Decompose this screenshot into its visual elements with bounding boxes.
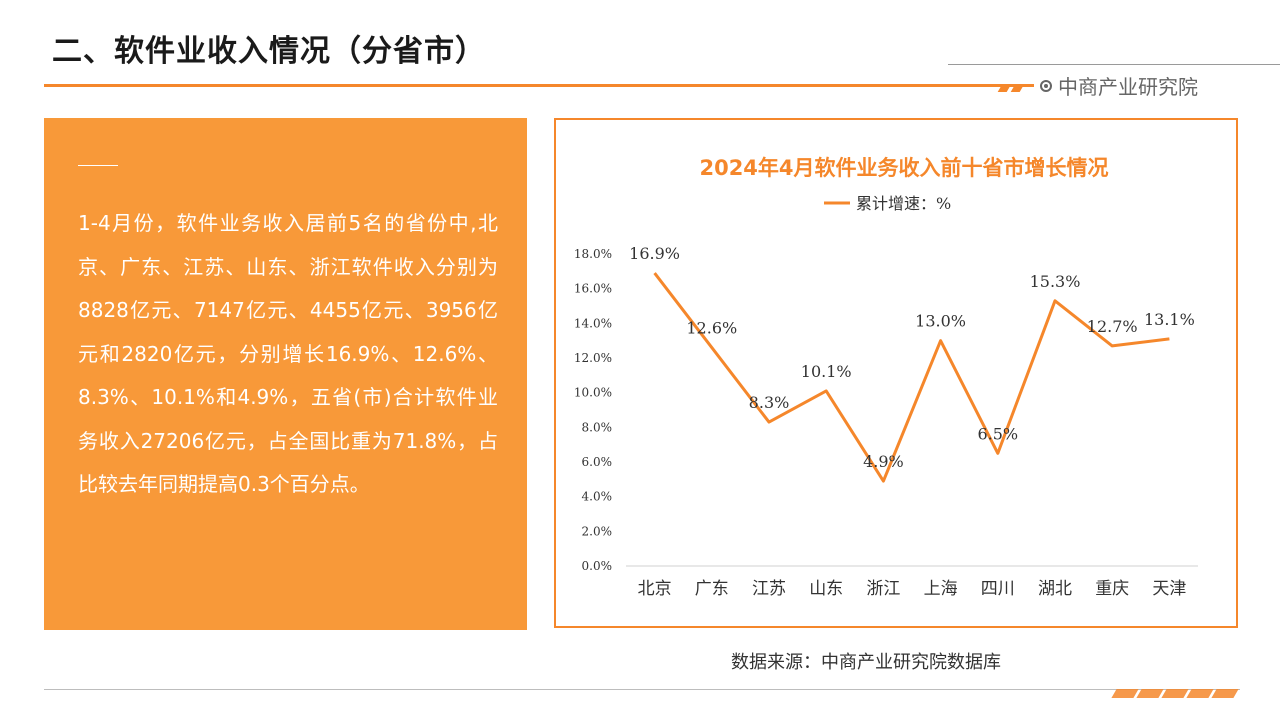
y-tick-label: 14.0% — [574, 316, 612, 330]
y-tick-label: 8.0% — [582, 420, 613, 434]
brand-name: 中商产业研究院 — [1058, 75, 1198, 99]
chart-title: 2024年4月软件业务收入前十省市增长情况 — [699, 156, 1108, 180]
x-tick-label: 浙江 — [866, 579, 900, 599]
summary-text: 1-4月份，软件业务收入居前5名的省份中,北京、广东、江苏、山东、浙江软件收入分… — [78, 211, 498, 496]
x-tick-label: 北京 — [638, 579, 672, 599]
y-tick-label: 12.0% — [574, 351, 612, 365]
data-label: 16.9% — [629, 244, 680, 263]
page-title: 二、软件业收入情况（分省市） — [52, 34, 486, 69]
series-line — [653, 272, 1170, 483]
x-tick-label: 江苏 — [752, 579, 786, 599]
x-tick-label: 广东 — [695, 579, 729, 599]
data-labels: 16.9% 12.6% 8.3% 10.1% 4.9% 13.0% 6.5% 15.3% 12.… — [629, 244, 1195, 471]
target-icon — [1040, 79, 1052, 92]
header-stripes — [997, 77, 1026, 96]
x-tick-label: 天津 — [1152, 579, 1186, 599]
y-tick-label: 16.0% — [574, 282, 612, 296]
x-tick-label: 重庆 — [1095, 579, 1129, 599]
brand-logo: 中商产业研究院 — [1040, 71, 1198, 100]
data-label: 13.0% — [915, 312, 966, 331]
title-underline — [44, 84, 1034, 87]
summary-panel: 1-4月份，软件业务收入居前5名的省份中,北京、广东、江苏、山东、浙江软件收入分… — [44, 118, 527, 630]
series-line-group — [653, 272, 1170, 483]
data-source: 数据来源：中商产业研究院数据库 — [731, 652, 1001, 673]
y-tick-label: 2.0% — [582, 524, 613, 538]
line-chart: 2024年4月软件业务收入前十省市增长情况 累计增速：% 0.0% 2.0% 4.0… — [574, 156, 1198, 599]
y-tick-label: 4.0% — [582, 490, 613, 504]
data-label: 13.1% — [1144, 310, 1195, 329]
footer-stripes — [1111, 683, 1239, 702]
data-label: 15.3% — [1030, 272, 1081, 291]
x-tick-label: 上海 — [924, 579, 958, 599]
x-tick-label: 山东 — [809, 579, 843, 599]
y-tick-label: 10.0% — [574, 386, 612, 400]
legend-label: 累计增速：% — [856, 194, 951, 213]
y-tick-label: 18.0% — [574, 247, 612, 261]
chart-panel: 2024年4月软件业务收入前十省市增长情况 累计增速：% 0.0% 2.0% 4.0… — [554, 118, 1238, 628]
data-label: 8.3% — [749, 393, 790, 412]
header-divider — [948, 64, 1280, 65]
y-axis: 0.0% 2.0% 4.0% 6.0% 8.0% 10.0% 12.0% 14.0% 16.0%… — [574, 247, 612, 573]
data-label: 6.5% — [977, 424, 1018, 443]
summary-dash — [78, 165, 118, 166]
x-tick-label: 湖北 — [1038, 579, 1072, 599]
y-tick-label: 0.0% — [582, 559, 613, 573]
y-tick-label: 6.0% — [582, 455, 613, 469]
x-tick-label: 四川 — [981, 579, 1015, 599]
data-label: 12.6% — [686, 319, 737, 338]
data-label: 12.7% — [1087, 317, 1138, 336]
x-axis: 北京 广东 江苏 山东 浙江 上海 四川 湖北 重庆 天津 — [638, 579, 1187, 599]
footer-divider — [44, 689, 1240, 690]
data-label: 10.1% — [801, 362, 852, 381]
data-label: 4.9% — [863, 452, 904, 471]
